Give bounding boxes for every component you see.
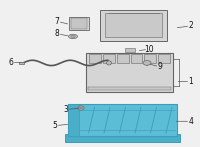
Text: 2: 2 [189, 21, 193, 30]
Ellipse shape [143, 61, 151, 65]
Text: 10: 10 [144, 45, 154, 54]
Ellipse shape [68, 34, 78, 39]
Text: 3: 3 [64, 105, 68, 114]
Bar [69, 17, 89, 30]
Bar [71, 18, 87, 29]
Bar [68, 104, 177, 136]
Text: 4: 4 [189, 117, 193, 126]
Bar [65, 134, 180, 142]
Text: 5: 5 [53, 121, 57, 130]
Bar [105, 13, 162, 37]
Bar [86, 53, 173, 92]
Bar [125, 48, 135, 52]
Ellipse shape [80, 107, 83, 109]
Text: 8: 8 [55, 29, 59, 38]
Bar [88, 87, 171, 90]
Ellipse shape [78, 106, 84, 110]
Text: 9: 9 [158, 62, 162, 71]
Bar [68, 104, 79, 136]
Bar [158, 54, 170, 63]
Bar [130, 54, 142, 63]
Ellipse shape [107, 61, 112, 65]
Bar [19, 62, 24, 64]
Text: 7: 7 [55, 17, 59, 26]
Bar [144, 54, 156, 63]
Bar [117, 54, 128, 63]
Bar [103, 54, 115, 63]
Text: 1: 1 [189, 77, 193, 86]
Bar [89, 54, 101, 63]
Bar [100, 10, 167, 41]
Ellipse shape [71, 35, 75, 38]
Text: 6: 6 [9, 58, 13, 67]
